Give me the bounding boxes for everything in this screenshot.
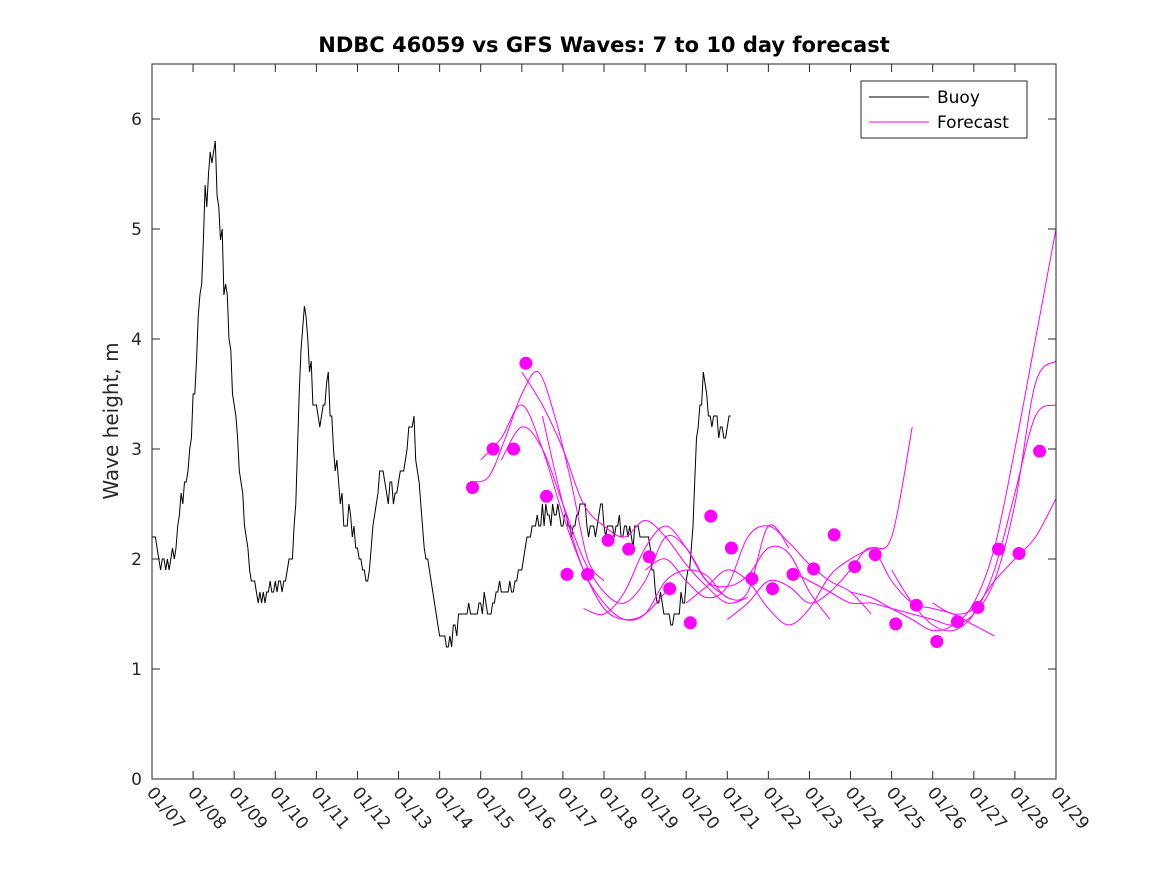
- legend: Buoy Forecast: [860, 80, 1028, 139]
- forecast-marker: [868, 548, 882, 562]
- series-layer: [152, 140, 1056, 648]
- forecast-marker: [786, 567, 800, 581]
- forecast-marker: [745, 572, 759, 586]
- forecast-marker: [807, 562, 821, 576]
- forecast-marker: [909, 598, 923, 612]
- y-tick-label: 4: [131, 330, 142, 350]
- forecast-marker: [622, 542, 636, 556]
- legend-box: [860, 80, 1028, 139]
- forecast-marker: [950, 615, 964, 629]
- forecast-marker: [848, 560, 862, 574]
- forecast-marker: [642, 550, 656, 564]
- y-tick-label: 2: [131, 550, 142, 570]
- legend-buoy-label: Buoy: [937, 88, 980, 108]
- forecast-series-line-1: [472, 370, 605, 582]
- forecast-series-line-2: [480, 404, 666, 621]
- y-tick-label: 0: [131, 770, 142, 790]
- y-axis-label: Wave height, m: [99, 342, 123, 499]
- forecast-marker: [486, 442, 500, 456]
- forecast-marker: [992, 542, 1005, 556]
- forecast-marker: [724, 541, 738, 555]
- legend-forecast-label: Forecast: [937, 113, 1009, 133]
- forecast-marker: [930, 635, 944, 648]
- forecast-marker: [581, 567, 595, 581]
- forecast-series-line-12: [891, 404, 1056, 632]
- chart-title: NDBC 46059 vs GFS Waves: 7 to 10 day for…: [318, 33, 889, 57]
- forecast-marker: [663, 582, 677, 596]
- forecast-marker: [540, 489, 553, 503]
- forecast-marker: [519, 356, 533, 370]
- forecast-series-line-8: [685, 426, 913, 626]
- forecast-marker: [560, 567, 574, 581]
- forecast-marker: [1033, 444, 1047, 458]
- y-tick-label: 1: [131, 660, 142, 680]
- forecast-series-line-4: [521, 371, 748, 604]
- forecast-series-line-13: [932, 498, 1056, 615]
- y-tick-label: 5: [131, 220, 142, 240]
- forecast-marker: [704, 509, 718, 523]
- forecast-marker: [466, 481, 479, 494]
- forecast-marker: [889, 617, 903, 631]
- forecast-marker: [507, 442, 521, 456]
- forecast-series-line-6: [583, 525, 831, 620]
- forecast-series-line-5: [541, 415, 790, 621]
- forecast-marker: [766, 582, 779, 596]
- y-tick-label: 6: [131, 110, 142, 130]
- forecast-series-line-10: [788, 360, 1056, 626]
- forecast-marker: [827, 528, 841, 542]
- forecast-marker: [971, 600, 985, 614]
- forecast-series-line-7: [644, 525, 872, 615]
- forecast-marker: [1012, 547, 1026, 560]
- forecast-marker: [601, 533, 615, 547]
- forecast-marker: [683, 616, 697, 630]
- plot-area: [152, 64, 1056, 779]
- y-tick-label: 3: [131, 440, 142, 460]
- buoy-series-line: [152, 140, 731, 648]
